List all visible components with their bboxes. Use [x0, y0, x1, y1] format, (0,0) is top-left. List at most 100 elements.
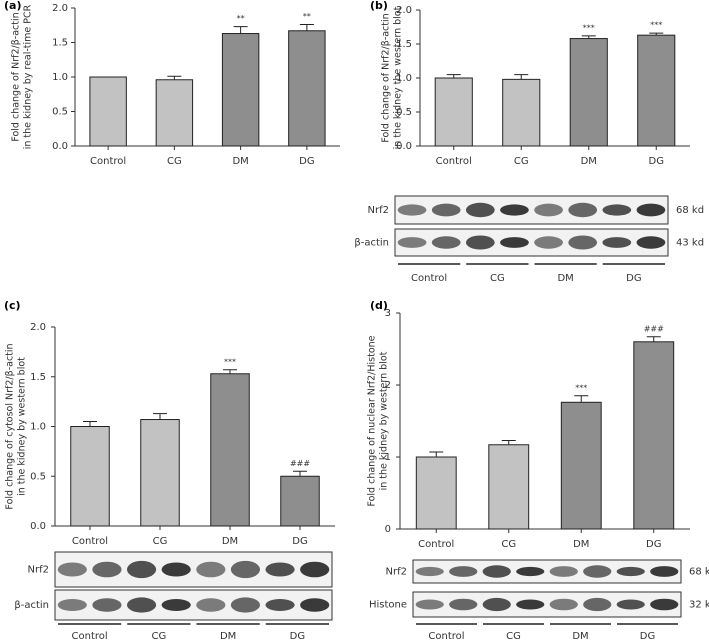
blot-group-label: CG: [506, 631, 521, 642]
significance-label: **: [303, 12, 311, 21]
blot-band: [482, 597, 511, 612]
y-axis-label: in the kidney the western blot: [393, 6, 404, 149]
x-tick-label: DG: [299, 156, 314, 167]
blot-band: [126, 560, 157, 579]
y-tick-label: 1.0: [30, 422, 46, 433]
blot-band: [583, 565, 612, 578]
y-axis-label: in the kidney by real-time PCR: [23, 4, 34, 149]
blot-group-label: DG: [626, 273, 641, 284]
x-tick-label: Control: [90, 156, 126, 167]
x-tick-label: DG: [646, 539, 661, 550]
blot-band: [196, 561, 226, 578]
blot-group-label: CG: [152, 631, 167, 642]
error-bar: [83, 421, 97, 427]
blot-size-label: 68 kd: [689, 567, 709, 578]
bar: [140, 419, 180, 527]
panel-label: (b): [370, 0, 388, 12]
blot-group-label: DM: [220, 631, 236, 642]
blot-band: [300, 561, 330, 578]
error-bar: [446, 74, 461, 78]
error-bar: [501, 439, 516, 445]
y-tick-label: 2.0: [396, 5, 412, 16]
bar: [288, 30, 326, 147]
bar: [637, 34, 676, 147]
blot-group-label: Control: [72, 631, 108, 642]
error-bar: [293, 470, 307, 477]
blot-group-label: Control: [428, 631, 464, 642]
x-tick-label: Control: [418, 539, 454, 550]
x-tick-label: Control: [436, 156, 472, 167]
blot-row-label: Nrf2: [28, 565, 49, 576]
blot-band: [431, 236, 461, 249]
y-tick-label: 1.5: [396, 39, 412, 50]
blot-size-label: 32 kd: [689, 600, 709, 611]
blot-band: [397, 204, 427, 216]
y-tick-label: 0.5: [52, 107, 68, 118]
blot-band: [161, 599, 191, 611]
bar: [434, 77, 473, 147]
y-axis-label: in the kidney by western blot: [379, 351, 390, 490]
y-axis-label: in the kidney by western blot: [17, 357, 28, 496]
significance-label: ***: [224, 357, 236, 366]
blot-band: [449, 598, 478, 611]
x-tick-label: CG: [514, 156, 529, 167]
blot-band: [549, 598, 578, 611]
bar: [488, 444, 530, 530]
x-tick-label: CG: [153, 536, 168, 547]
significance-label: ***: [583, 23, 595, 32]
y-tick-label: 1.0: [52, 72, 68, 83]
blot-band: [161, 562, 191, 577]
blot-group-label: Control: [411, 273, 447, 284]
bar: [569, 38, 608, 147]
y-axis-label: Fold change of Nrf2/β-actin: [11, 12, 22, 141]
y-axis-label: Fold change of cytosol Nrf2/β-actin: [5, 343, 16, 509]
error-bar: [514, 74, 529, 80]
x-tick-label: CG: [167, 156, 182, 167]
bar: [210, 373, 250, 527]
bar: [415, 456, 457, 530]
blot-band: [516, 599, 545, 610]
panel-label: (d): [370, 299, 388, 312]
x-tick-label: CG: [501, 539, 516, 550]
bar: [155, 79, 194, 147]
error-bar: [233, 26, 248, 34]
x-tick-label: DM: [573, 539, 589, 550]
blot-band: [57, 599, 87, 611]
y-tick-label: 0.5: [396, 107, 412, 118]
y-tick-label: 0.0: [396, 141, 412, 152]
error-bar: [574, 395, 589, 403]
blot-band: [92, 561, 122, 578]
panel-label: (a): [4, 0, 21, 12]
y-tick-label: 0.5: [30, 471, 46, 482]
blot-size-label: 68 kd: [676, 205, 704, 216]
blot-row-label: Nrf2: [368, 205, 389, 216]
blot-band: [602, 237, 632, 248]
x-tick-label: DG: [649, 156, 664, 167]
bar: [560, 401, 602, 530]
blot-group-label: DM: [557, 273, 573, 284]
error-bar: [153, 413, 167, 420]
blot-band: [616, 599, 645, 610]
blot-band: [636, 236, 666, 249]
bar: [280, 475, 320, 527]
x-tick-label: DM: [581, 156, 597, 167]
significance-label: **: [237, 14, 245, 23]
blot-row-label: Nrf2: [386, 567, 407, 578]
blot-group-label: DG: [290, 631, 305, 642]
significance-label: ***: [650, 21, 662, 30]
y-tick-label: 0.0: [30, 521, 46, 532]
y-axis-label: Fold change of nuclear Nrf2/Histone: [367, 335, 378, 506]
blot-band: [568, 235, 598, 250]
error-bar: [167, 75, 182, 80]
blot-band: [431, 203, 461, 217]
blot-band: [650, 598, 679, 611]
panel-label: (c): [4, 299, 21, 312]
blot-band: [230, 560, 261, 579]
blot-band: [616, 566, 645, 577]
error-bar: [649, 32, 664, 36]
blot-band: [265, 562, 295, 577]
blot-band: [415, 566, 444, 577]
error-bar: [299, 24, 314, 31]
blot-band: [465, 235, 495, 250]
blot-band: [650, 566, 679, 577]
